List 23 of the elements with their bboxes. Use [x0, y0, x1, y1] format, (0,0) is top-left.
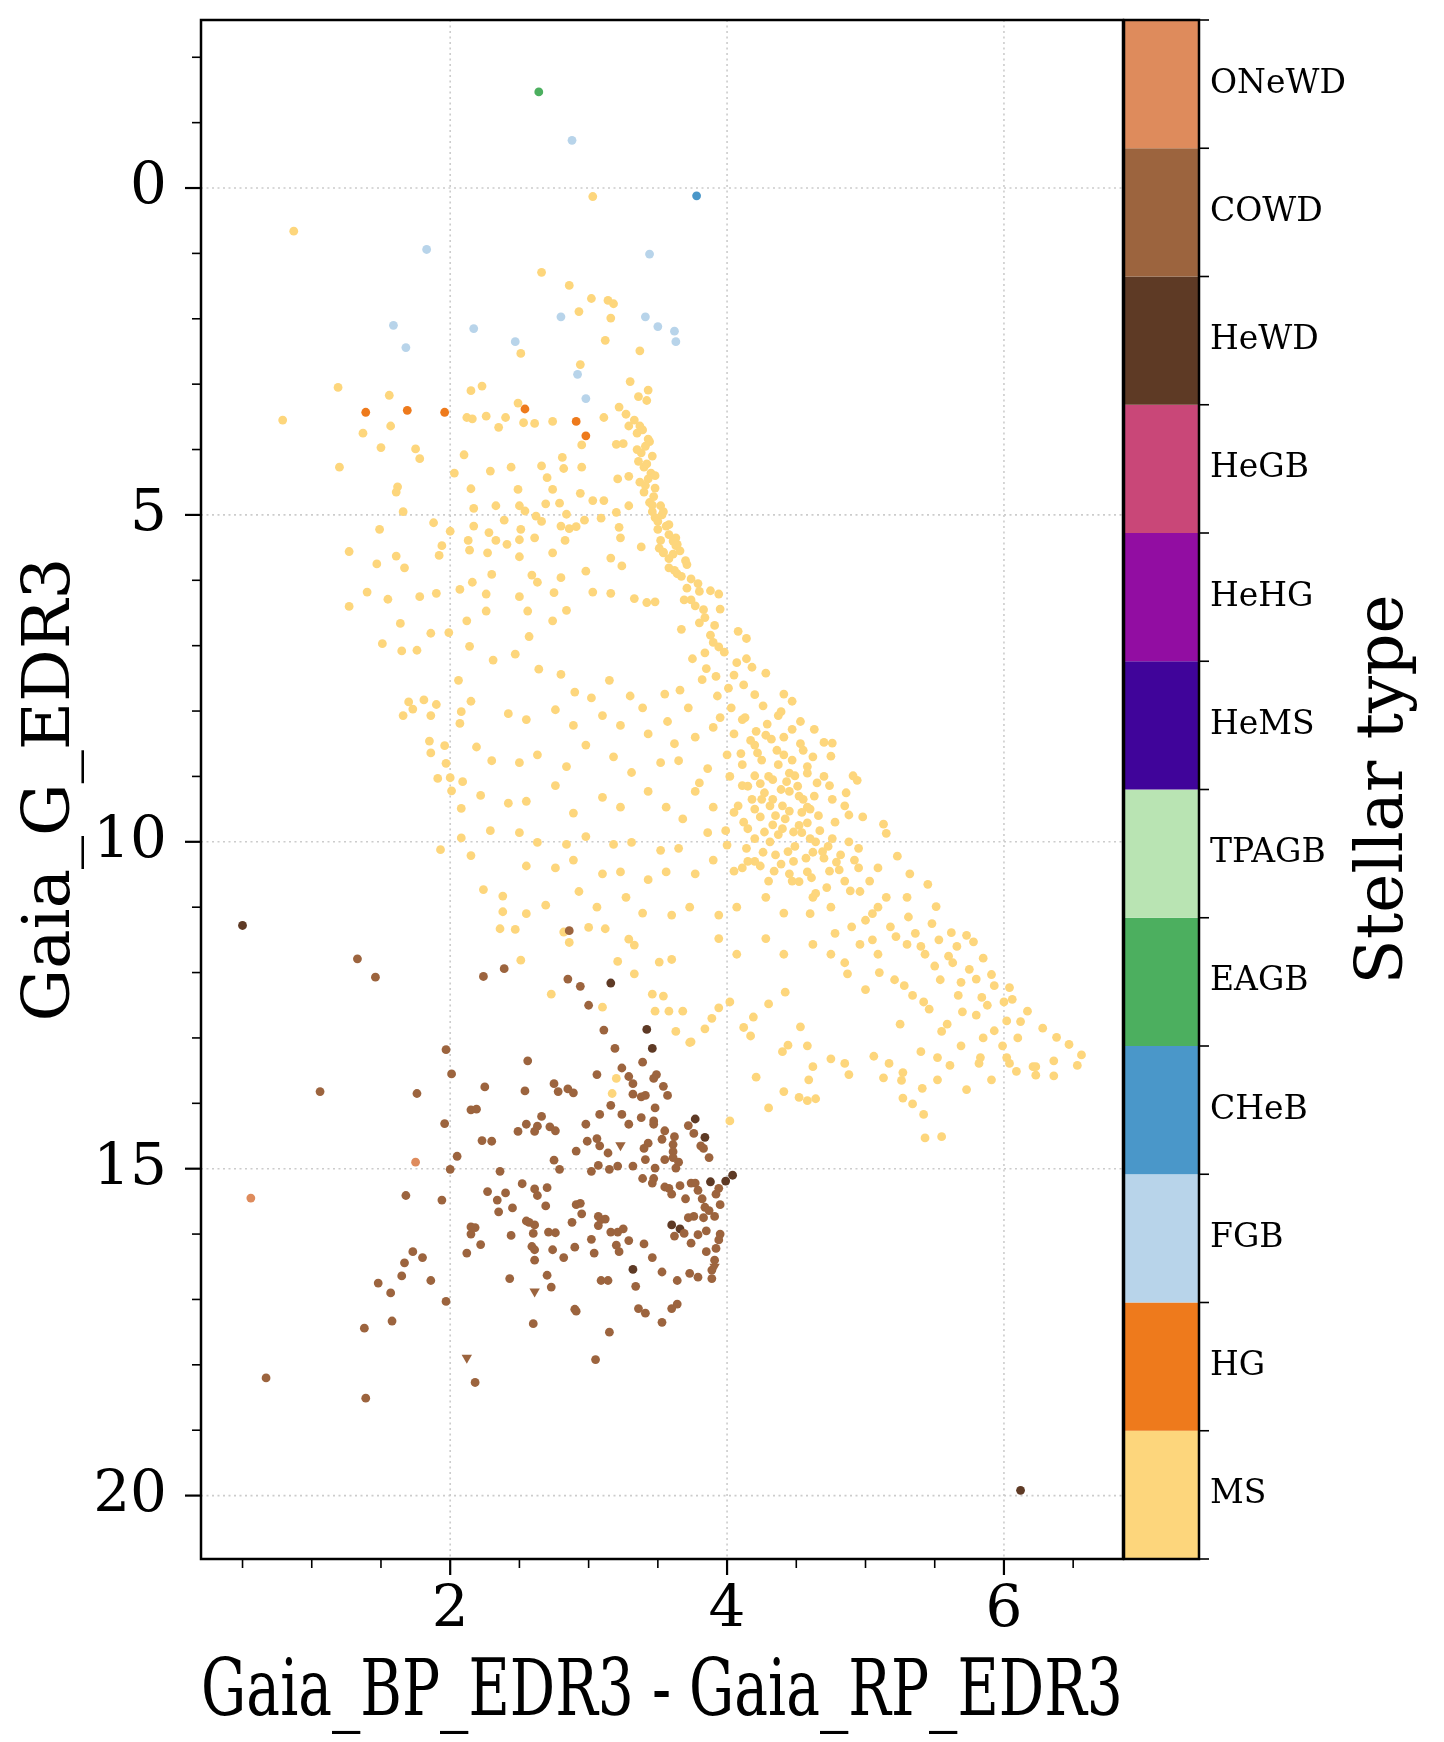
x-axis-title: Gaia_BP_EDR3 - Gaia_RP_EDR3	[201, 1643, 1123, 1734]
x-tick-label: 2	[431, 1571, 469, 1640]
color-bar-label: FGB	[1210, 1215, 1284, 1255]
color-bar-label: EAGB	[1210, 959, 1309, 999]
x-tick-label: 4	[708, 1571, 746, 1640]
y-tick-label: 20	[93, 1456, 167, 1525]
color-bar-label: HeGB	[1210, 446, 1309, 486]
x-tick-label: 6	[985, 1571, 1023, 1640]
color-bar-label: CHeB	[1210, 1087, 1308, 1127]
color-bar-label: HeHG	[1210, 574, 1314, 614]
color-bar-label: ONeWD	[1210, 61, 1346, 101]
y-tick-label: 0	[130, 149, 167, 218]
color-bar-label: TPAGB	[1210, 831, 1326, 871]
color-bar-label: MS	[1210, 1472, 1267, 1512]
color-bar-title: Stellar type	[1341, 594, 1419, 985]
color-bar-label: HeWD	[1210, 318, 1319, 358]
color-bar-label: COWD	[1210, 189, 1323, 229]
y-tick-label: 5	[130, 475, 167, 544]
y-tick-label: 10	[93, 802, 167, 871]
color-bar-label: HeMS	[1210, 702, 1315, 742]
color-bar-label: HG	[1210, 1344, 1266, 1384]
y-axis-title: Gaia_G_EDR3	[7, 557, 85, 1022]
y-tick-label: 15	[93, 1129, 167, 1198]
